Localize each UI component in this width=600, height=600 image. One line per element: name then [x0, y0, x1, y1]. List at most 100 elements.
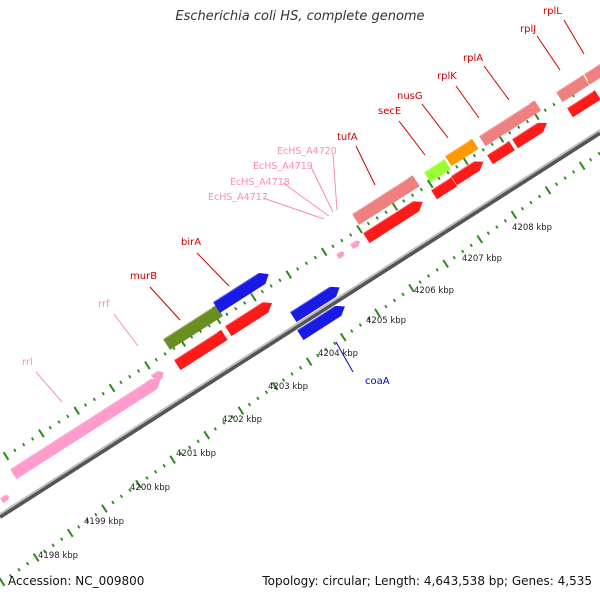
scale-label: 4208 kbp — [512, 223, 552, 233]
gene-murB-highlight — [162, 306, 213, 340]
major-tick — [285, 270, 293, 279]
minor-tick — [85, 518, 89, 523]
minor-tick — [101, 391, 105, 396]
minor-tick — [455, 165, 459, 169]
minor-tick — [83, 403, 88, 407]
minor-tick — [57, 420, 61, 424]
minor-tick — [340, 238, 344, 243]
minor-tick — [333, 341, 337, 346]
major-tick — [73, 406, 80, 415]
minor-tick — [230, 414, 234, 419]
major-tick — [101, 504, 108, 513]
gene-tufA-lower-highlight — [362, 198, 416, 234]
minor-tick — [552, 102, 556, 107]
minor-tick — [366, 221, 370, 226]
gene-rplA-highlight — [478, 102, 531, 137]
minor-tick — [367, 317, 371, 321]
gene-EcHS_A4718 — [350, 240, 360, 250]
gene-EcHS_A4717 — [336, 251, 345, 260]
scale-label: 4200 kbp — [130, 483, 170, 493]
gene-rplA-lower-highlight — [486, 141, 508, 156]
major-tick — [374, 308, 381, 318]
backbone — [0, 129, 600, 519]
gene-labels: rrl rrf murB birA EcHS_A4717 EcHS_A4718 EcHS_A… — [22, 6, 585, 403]
gene-rplJ-lower-highlight — [511, 119, 542, 140]
minor-tick — [358, 323, 362, 327]
minor-tick — [196, 439, 200, 444]
minor-tick — [401, 292, 405, 297]
minor-tick — [30, 437, 35, 441]
gene-rplK-highlight — [450, 157, 479, 177]
minor-tick — [520, 206, 525, 211]
minor-tick — [296, 267, 300, 271]
minor-tick — [247, 402, 252, 407]
minor-tick — [188, 445, 192, 450]
gene-coaA-upper — [290, 286, 340, 323]
minor-tick — [154, 357, 158, 362]
major-tick — [38, 428, 45, 438]
gene-EcHS_A4717-highlight — [335, 249, 343, 255]
leader-secE — [398, 120, 426, 156]
minor-tick — [222, 421, 226, 425]
minor-tick — [51, 543, 55, 548]
minor-tick — [13, 448, 17, 453]
minor-tick — [145, 476, 149, 480]
leader-birA — [196, 252, 230, 287]
minor-tick — [554, 182, 559, 186]
minor-tick — [43, 549, 47, 554]
minor-tick — [481, 148, 485, 152]
major-tick — [391, 202, 399, 211]
minor-tick — [213, 427, 217, 431]
gene-label-rplJ: rplJ — [520, 24, 536, 35]
minor-tick — [324, 347, 328, 352]
gene-rplJ-lower — [512, 122, 547, 149]
minor-tick — [563, 176, 567, 180]
gene-label-rrf: rrf — [98, 299, 110, 310]
tick-row-upper — [2, 74, 600, 461]
minor-tick — [48, 425, 52, 430]
minor-tick — [486, 231, 490, 235]
gene-secE-lower-highlight — [430, 177, 451, 191]
minor-tick — [350, 329, 354, 333]
minor-tick — [8, 574, 13, 578]
leader-nusG — [421, 103, 449, 139]
minor-tick — [298, 365, 303, 370]
minor-tick — [572, 170, 576, 174]
minor-tick — [418, 280, 422, 284]
minor-tick — [392, 298, 397, 303]
gene-features — [0, 63, 600, 504]
scale-label: 4207 kbp — [462, 254, 502, 264]
minor-tick — [260, 289, 264, 294]
minor-tick — [402, 199, 406, 203]
gene-secE-lower — [431, 177, 458, 200]
minor-tick — [490, 142, 494, 147]
gene-rrf — [151, 370, 164, 383]
minor-tick — [163, 352, 167, 356]
minor-tick — [281, 378, 286, 382]
minor-tick — [92, 397, 96, 402]
gene-birA-lower — [225, 302, 272, 337]
gene-birA-highlight — [212, 270, 262, 303]
major-tick — [169, 455, 176, 464]
minor-tick — [419, 187, 424, 192]
major-tick — [578, 161, 586, 171]
gene-label-coaA: coaA — [365, 376, 390, 387]
major-tick — [32, 553, 40, 562]
gene-label-EcHS_A4718: EcHS_A4718 — [230, 177, 290, 188]
scale-labels: 4198 kbp 4199 kbp 4200 kbp 4201 kbp 4202 kbp… — [38, 223, 552, 561]
major-tick — [0, 577, 6, 587]
gene-tufA-lower — [363, 201, 423, 244]
gene-birA — [213, 272, 269, 313]
major-tick — [66, 528, 74, 538]
gene-coaA-upper-highlight — [289, 283, 334, 313]
gene-nusG — [445, 138, 479, 167]
minor-tick — [25, 561, 30, 566]
minor-tick — [153, 470, 158, 474]
leader-EcHS_A4719 — [310, 166, 334, 213]
gene-label-EcHS_A4717: EcHS_A4717 — [208, 192, 268, 203]
leader-rplK — [455, 85, 480, 119]
gene-rplU-highlight — [555, 75, 582, 93]
gene-label-birA: birA — [181, 237, 201, 248]
minor-tick — [331, 244, 335, 249]
major-tick — [2, 451, 10, 461]
